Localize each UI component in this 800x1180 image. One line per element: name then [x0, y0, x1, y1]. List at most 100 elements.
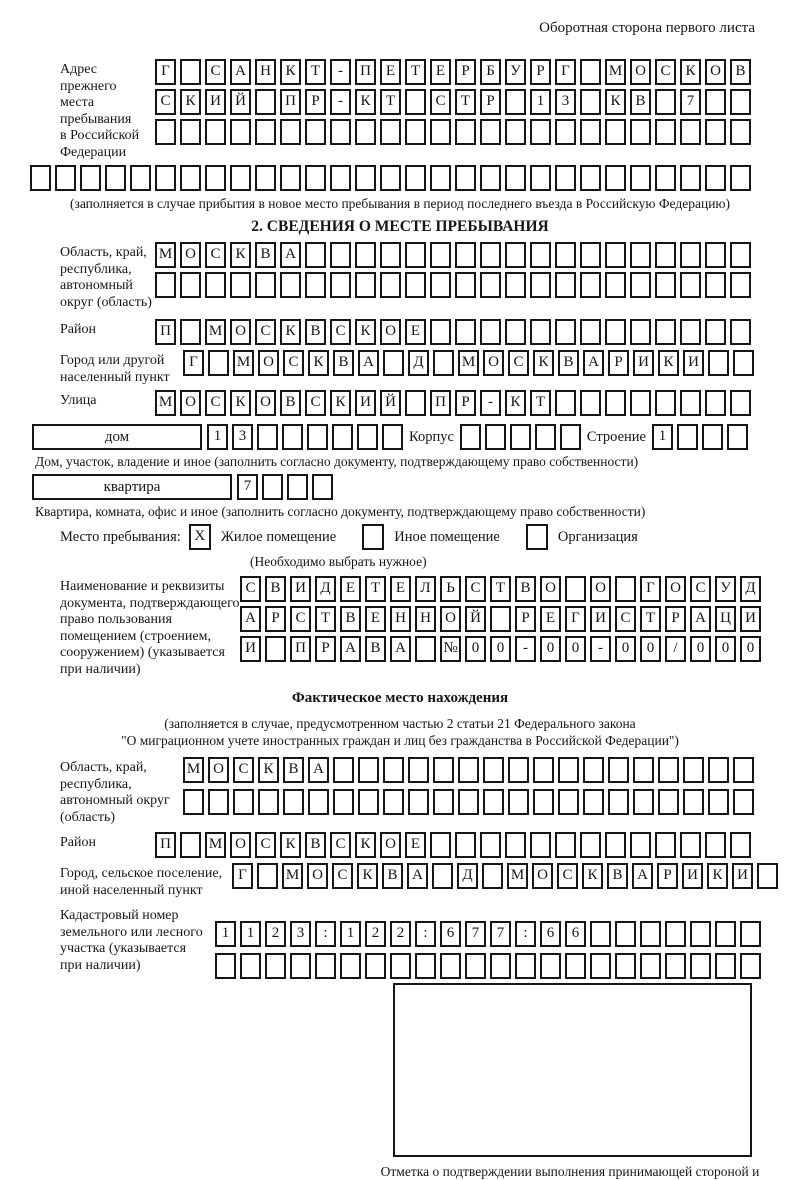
char-box[interactable] [515, 953, 536, 979]
char-box[interactable]: Р [315, 636, 336, 662]
char-box[interactable] [430, 242, 451, 268]
char-box[interactable]: 2 [365, 921, 386, 947]
char-box[interactable]: Г [155, 59, 176, 85]
char-box[interactable] [705, 89, 726, 115]
char-box[interactable]: 6 [540, 921, 561, 947]
char-box[interactable] [458, 757, 479, 783]
char-box[interactable]: А [230, 59, 251, 85]
char-box[interactable] [665, 921, 686, 947]
char-box[interactable] [558, 757, 579, 783]
char-box[interactable] [605, 242, 626, 268]
char-box[interactable]: Д [315, 576, 336, 602]
char-box[interactable]: О [258, 350, 279, 376]
char-box[interactable] [508, 789, 529, 815]
char-box[interactable] [290, 953, 311, 979]
char-box[interactable] [233, 789, 254, 815]
char-box[interactable] [307, 424, 328, 450]
checkbox-other-premises[interactable] [362, 524, 385, 550]
char-box[interactable] [330, 272, 351, 298]
char-box[interactable]: Е [340, 576, 361, 602]
char-box[interactable]: Р [665, 606, 686, 632]
char-box[interactable] [415, 636, 436, 662]
char-box[interactable] [630, 319, 651, 345]
char-box[interactable] [230, 272, 251, 298]
char-box[interactable] [555, 272, 576, 298]
char-box[interactable]: М [233, 350, 254, 376]
char-box[interactable] [433, 789, 454, 815]
char-box[interactable] [633, 757, 654, 783]
char-box[interactable]: В [607, 863, 628, 889]
char-box[interactable]: М [205, 832, 226, 858]
char-box[interactable]: М [458, 350, 479, 376]
char-box[interactable] [530, 119, 551, 145]
char-box[interactable]: К [280, 319, 301, 345]
char-box[interactable] [482, 863, 503, 889]
char-box[interactable]: Г [555, 59, 576, 85]
char-box[interactable]: Т [640, 606, 661, 632]
char-box[interactable] [358, 789, 379, 815]
char-box[interactable] [130, 165, 151, 191]
char-box[interactable]: О [630, 59, 651, 85]
char-box[interactable]: И [683, 350, 704, 376]
char-box[interactable]: И [682, 863, 703, 889]
char-box[interactable] [480, 119, 501, 145]
char-box[interactable] [480, 165, 501, 191]
char-box[interactable] [583, 789, 604, 815]
char-box[interactable] [605, 119, 626, 145]
char-box[interactable]: Н [415, 606, 436, 632]
char-box[interactable] [405, 390, 426, 416]
char-box[interactable]: 0 [540, 636, 561, 662]
char-box[interactable]: А [583, 350, 604, 376]
char-box[interactable] [405, 242, 426, 268]
char-box[interactable] [333, 757, 354, 783]
char-box[interactable] [208, 350, 229, 376]
char-box[interactable]: О [590, 576, 611, 602]
char-box[interactable]: Е [390, 576, 411, 602]
char-box[interactable]: Е [430, 59, 451, 85]
char-box[interactable] [180, 119, 201, 145]
char-box[interactable]: О [665, 576, 686, 602]
char-box[interactable] [455, 242, 476, 268]
char-box[interactable] [580, 832, 601, 858]
char-box[interactable]: - [480, 390, 501, 416]
char-box[interactable] [433, 757, 454, 783]
char-box[interactable] [530, 242, 551, 268]
char-box[interactable] [55, 165, 76, 191]
char-box[interactable]: В [305, 319, 326, 345]
char-box[interactable]: К [230, 242, 251, 268]
char-box[interactable] [630, 119, 651, 145]
char-box[interactable]: 1 [207, 424, 228, 450]
char-box[interactable] [655, 89, 676, 115]
char-box[interactable]: 7 [237, 474, 258, 500]
char-box[interactable] [430, 119, 451, 145]
char-box[interactable]: К [533, 350, 554, 376]
char-box[interactable] [282, 424, 303, 450]
char-box[interactable] [683, 757, 704, 783]
char-box[interactable] [508, 757, 529, 783]
char-box[interactable] [555, 832, 576, 858]
char-box[interactable] [680, 390, 701, 416]
char-box[interactable]: 6 [565, 921, 586, 947]
char-box[interactable]: - [590, 636, 611, 662]
char-box[interactable]: К [308, 350, 329, 376]
char-box[interactable] [287, 474, 308, 500]
char-box[interactable] [258, 789, 279, 815]
char-box[interactable]: № [440, 636, 461, 662]
char-box[interactable] [458, 789, 479, 815]
char-box[interactable] [680, 242, 701, 268]
char-box[interactable] [558, 789, 579, 815]
char-box[interactable] [383, 350, 404, 376]
char-box[interactable] [580, 319, 601, 345]
char-box[interactable]: Р [480, 89, 501, 115]
char-box[interactable] [480, 832, 501, 858]
char-box[interactable] [605, 390, 626, 416]
char-box[interactable]: А [280, 242, 301, 268]
char-box[interactable]: 7 [465, 921, 486, 947]
char-box[interactable]: У [715, 576, 736, 602]
char-box[interactable] [655, 832, 676, 858]
char-box[interactable] [615, 921, 636, 947]
house-type-box[interactable]: дом [32, 424, 202, 450]
char-box[interactable] [705, 390, 726, 416]
char-box[interactable]: Б [480, 59, 501, 85]
char-box[interactable] [565, 953, 586, 979]
